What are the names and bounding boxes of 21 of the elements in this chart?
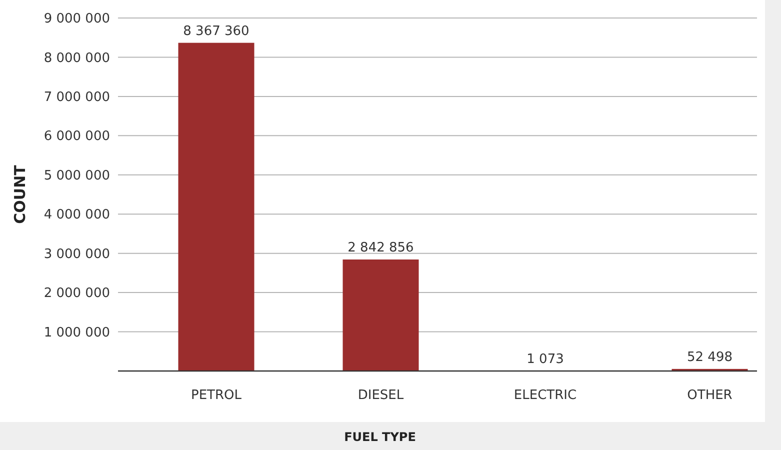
x-axis-title: FUEL TYPE [344, 430, 416, 444]
bar [178, 42, 254, 371]
y-tick-label: 6 000 000 [44, 129, 110, 144]
bar [342, 259, 419, 371]
y-axis-title: COUNT [11, 164, 29, 224]
x-tick-label: ELECTRIC [514, 388, 577, 403]
y-tick-label: 9 000 000 [44, 12, 110, 27]
y-tick-label: 7 000 000 [44, 90, 110, 105]
y-tick-label: 8 000 000 [44, 50, 110, 66]
data-label: 1 073 [526, 352, 564, 367]
y-tick-label: 1 000 000 [44, 325, 110, 340]
x-tick-label: OTHER [687, 388, 732, 403]
x-tick-label: DIESEL [358, 388, 404, 403]
data-label: 8 367 360 [183, 24, 250, 39]
y-tick-label: 3 000 000 [44, 246, 110, 262]
data-label: 2 842 856 [348, 240, 414, 256]
x-tick-label: PETROL [190, 388, 242, 403]
y-tick-label: 4 000 000 [44, 208, 110, 223]
y-tick-label: 2 000 000 [44, 286, 110, 302]
data-label: 52 498 [687, 350, 732, 365]
y-tick-label: 5 000 000 [44, 168, 110, 184]
